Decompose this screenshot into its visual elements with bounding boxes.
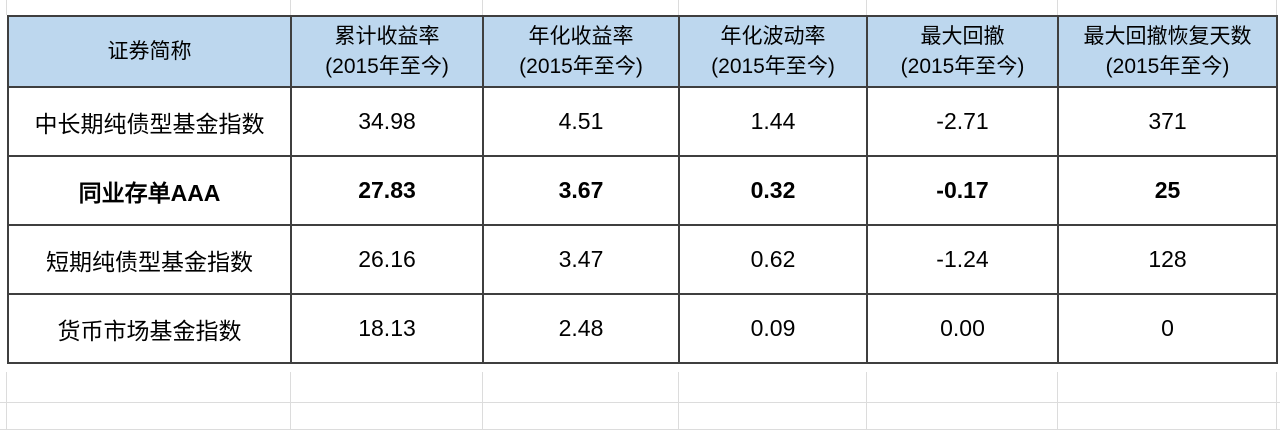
cell-annualized-return[interactable]: 4.51 xyxy=(482,86,680,157)
header-period: (2015年至今) xyxy=(900,54,1025,78)
cell-security-name[interactable]: 中长期纯债型基金指数 xyxy=(7,86,292,157)
cell-max-drawdown[interactable]: 0.00 xyxy=(866,293,1059,364)
gridline xyxy=(1057,372,1058,430)
cell-cumulative-return[interactable]: 18.13 xyxy=(290,293,484,364)
gridline xyxy=(290,0,291,15)
header-period: (2015年至今) xyxy=(325,54,449,78)
cell-max-drawdown[interactable]: -2.71 xyxy=(866,86,1059,157)
cell-annualized-volatility[interactable]: 1.44 xyxy=(678,86,868,157)
gridline xyxy=(678,0,679,15)
cell-max-drawdown[interactable]: -0.17 xyxy=(866,155,1059,226)
cell-annualized-volatility[interactable]: 0.09 xyxy=(678,293,868,364)
gridline xyxy=(482,372,483,430)
table-row: 同业存单AAA 27.83 3.67 0.32 -0.17 25 xyxy=(7,155,1278,226)
header-title: 最大回撤恢复天数 xyxy=(1083,24,1252,48)
fund-performance-table: 证券简称 累计收益率 (2015年至今) 年化收益率 (2015年至今) 年化波动率… xyxy=(7,15,1278,364)
cell-cumulative-return[interactable]: 34.98 xyxy=(290,86,484,157)
gridline xyxy=(1057,0,1058,15)
gridline xyxy=(290,372,291,430)
header-title: 证券简称 xyxy=(107,39,192,63)
header-period: (2015年至今) xyxy=(711,54,835,78)
table-row: 短期纯债型基金指数 26.16 3.47 0.62 -1.24 128 xyxy=(7,224,1278,295)
gridline xyxy=(1276,0,1277,15)
gridline xyxy=(1276,372,1277,430)
column-header-annualized-return[interactable]: 年化收益率 (2015年至今) xyxy=(482,15,680,88)
cell-recovery-days[interactable]: 371 xyxy=(1057,86,1278,157)
gridline xyxy=(866,372,867,430)
table-row: 货币市场基金指数 18.13 2.48 0.09 0.00 0 xyxy=(7,293,1278,364)
cell-annualized-volatility[interactable]: 0.32 xyxy=(678,155,868,226)
gridline xyxy=(6,0,7,15)
cell-annualized-return[interactable]: 3.47 xyxy=(482,224,680,295)
cell-max-drawdown[interactable]: -1.24 xyxy=(866,224,1059,295)
gridline xyxy=(866,0,867,15)
column-header-max-drawdown-recovery-days[interactable]: 最大回撤恢复天数 (2015年至今) xyxy=(1057,15,1278,88)
header-title: 年化波动率 xyxy=(720,24,826,48)
header-title: 累计收益率 xyxy=(334,24,440,48)
cell-recovery-days[interactable]: 25 xyxy=(1057,155,1278,226)
cell-annualized-return[interactable]: 3.67 xyxy=(482,155,680,226)
header-title: 年化收益率 xyxy=(528,24,634,48)
gridline xyxy=(482,0,483,15)
table-row: 中长期纯债型基金指数 34.98 4.51 1.44 -2.71 371 xyxy=(7,86,1278,157)
header-row: 证券简称 累计收益率 (2015年至今) 年化收益率 (2015年至今) 年化波动率… xyxy=(7,15,1278,88)
gridline xyxy=(6,372,7,430)
header-period: (2015年至今) xyxy=(519,54,643,78)
gridline xyxy=(678,372,679,430)
column-header-cumulative-return[interactable]: 累计收益率 (2015年至今) xyxy=(290,15,484,88)
column-header-max-drawdown[interactable]: 最大回撤 (2015年至今) xyxy=(866,15,1059,88)
header-title: 最大回撤 xyxy=(920,24,1005,48)
cell-cumulative-return[interactable]: 26.16 xyxy=(290,224,484,295)
cell-security-name[interactable]: 同业存单AAA xyxy=(7,155,292,226)
column-header-annualized-volatility[interactable]: 年化波动率 (2015年至今) xyxy=(678,15,868,88)
cell-security-name[interactable]: 货币市场基金指数 xyxy=(7,293,292,364)
header-period: (2015年至今) xyxy=(1105,54,1230,78)
cell-security-name[interactable]: 短期纯债型基金指数 xyxy=(7,224,292,295)
cell-cumulative-return[interactable]: 27.83 xyxy=(290,155,484,226)
gridline xyxy=(0,402,1280,403)
cell-annualized-return[interactable]: 2.48 xyxy=(482,293,680,364)
cell-recovery-days[interactable]: 0 xyxy=(1057,293,1278,364)
cell-annualized-volatility[interactable]: 0.62 xyxy=(678,224,868,295)
column-header-security-name[interactable]: 证券简称 xyxy=(7,15,292,88)
cell-recovery-days[interactable]: 128 xyxy=(1057,224,1278,295)
